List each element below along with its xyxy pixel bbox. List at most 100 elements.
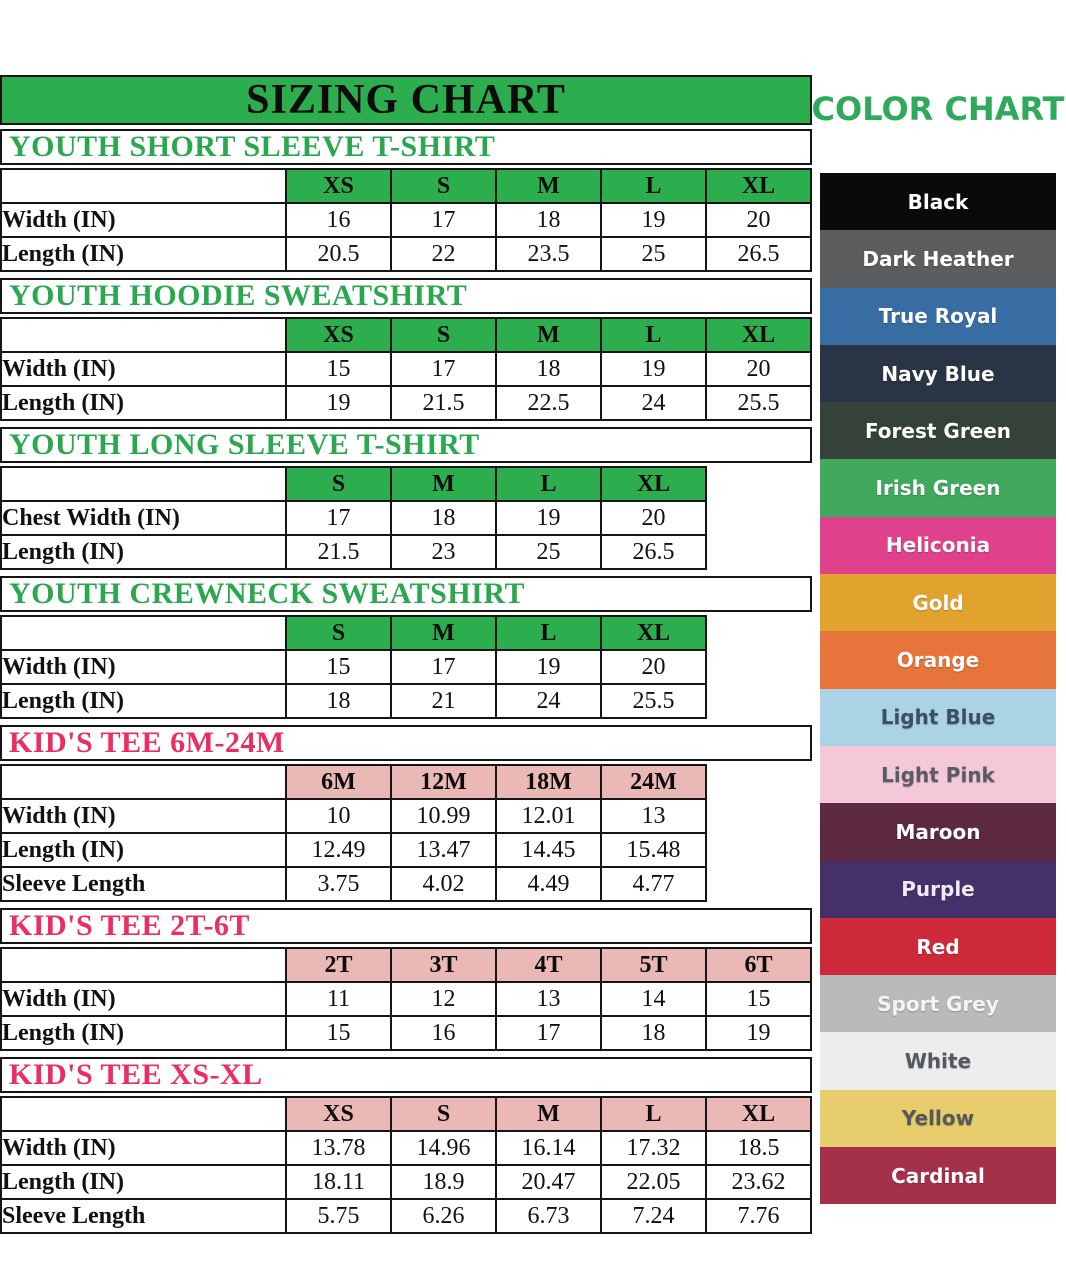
size-header-cell: M (390, 615, 497, 651)
size-header-cell: S (285, 615, 392, 651)
color-chart-title: COLOR CHART (811, 90, 1065, 128)
row-label-cell: Length (IN) (0, 236, 287, 272)
size-value-cell: 12.49 (285, 832, 392, 868)
color-swatch-orange: Orange (820, 631, 1056, 689)
size-header-cell: 12M (390, 764, 497, 800)
sizing-chart: SIZING CHART YOUTH SHORT SLEEVE T-SHIRT X… (0, 75, 812, 1240)
table-row: Width (IN) 10 10.99 12.01 13 (0, 798, 707, 834)
size-value-cell: 15 (285, 649, 392, 685)
size-value-cell: 21.5 (285, 534, 392, 570)
table-row: Sleeve Length 3.75 4.02 4.49 4.77 (0, 866, 707, 902)
row-label-cell: Length (IN) (0, 1164, 287, 1200)
size-value-cell: 4.49 (495, 866, 602, 902)
table-row: Length (IN) 21.5 23 25 26.5 (0, 534, 707, 570)
size-value-cell: 3.75 (285, 866, 392, 902)
size-table: 2T 3T 4T 5T 6T Width (IN) 11 12 13 14 15 Length (IN… (0, 947, 812, 1051)
row-label-cell: Sleeve Length (0, 866, 287, 902)
row-label-cell: Length (IN) (0, 683, 287, 719)
size-value-cell: 19 (600, 202, 707, 238)
size-value-cell: 25 (600, 236, 707, 272)
size-value-cell: 19 (285, 385, 392, 421)
section-heading: KID'S TEE XS-XL (0, 1057, 812, 1093)
size-value-cell: 25.5 (705, 385, 812, 421)
size-value-cell: 12 (390, 981, 497, 1017)
size-value-cell: 14 (600, 981, 707, 1017)
size-value-cell: 13 (495, 981, 602, 1017)
size-value-cell: 24 (600, 385, 707, 421)
size-value-cell: 13.47 (390, 832, 497, 868)
size-value-cell: 22 (390, 236, 497, 272)
size-value-cell: 17 (390, 649, 497, 685)
color-swatch-list: Black Dark Heather True Royal Navy Blue Fore… (820, 173, 1056, 1205)
size-table: 6M 12M 18M 24M Width (IN) 10 10.99 12.01 13 Lengt… (0, 764, 707, 902)
table-row: Sleeve Length 5.75 6.26 6.73 7.24 7.76 (0, 1198, 812, 1234)
row-label-cell: Chest Width (IN) (0, 500, 287, 536)
size-value-cell: 4.02 (390, 866, 497, 902)
size-table-corner-cell (0, 466, 287, 502)
size-header-cell: XL (705, 1096, 812, 1132)
size-value-cell: 18 (390, 500, 497, 536)
row-label-cell: Width (IN) (0, 202, 287, 238)
color-swatch-irish-green: Irish Green (820, 459, 1056, 517)
color-swatch-sport-grey: Sport Grey (820, 975, 1056, 1033)
size-header-cell: S (285, 466, 392, 502)
size-value-cell: 20 (705, 202, 812, 238)
size-header-cell: 18M (495, 764, 602, 800)
section-heading: YOUTH LONG SLEEVE T-SHIRT (0, 427, 812, 463)
size-table-section: YOUTH SHORT SLEEVE T-SHIRT XS S M L XL Width (… (0, 129, 812, 272)
section-heading: KID'S TEE 6M-24M (0, 725, 812, 761)
size-value-cell: 18 (285, 683, 392, 719)
size-value-cell: 16 (390, 1015, 497, 1051)
size-table-corner-cell (0, 1096, 287, 1132)
size-value-cell: 10.99 (390, 798, 497, 834)
color-swatch-red: Red (820, 917, 1056, 976)
row-label-cell: Sleeve Length (0, 1198, 287, 1234)
size-table-section: KID'S TEE XS-XL XS S M L XL Width (IN) 13.78 14.… (0, 1057, 812, 1234)
color-chart: COLOR CHART Black Dark Heather True Royal N… (811, 85, 1065, 1205)
table-row: Length (IN) 18.11 18.9 20.47 22.05 23.62 (0, 1164, 812, 1200)
size-value-cell: 20.47 (495, 1164, 602, 1200)
size-header-cell: M (495, 1096, 602, 1132)
section-heading: YOUTH HOODIE SWEATSHIRT (0, 278, 812, 314)
size-table: S M L XL Chest Width (IN) 17 18 19 20 Length (IN)… (0, 466, 707, 570)
table-row: Chest Width (IN) 17 18 19 20 (0, 500, 707, 536)
color-swatch-black: Black (820, 173, 1056, 231)
size-value-cell: 26.5 (705, 236, 812, 272)
size-table-corner-cell (0, 615, 287, 651)
section-heading: YOUTH SHORT SLEEVE T-SHIRT (0, 129, 812, 165)
size-table-section: KID'S TEE 6M-24M 6M 12M 18M 24M Width (IN) 10 1… (0, 725, 812, 902)
size-value-cell: 22.05 (600, 1164, 707, 1200)
size-header-cell: M (390, 466, 497, 502)
table-row: Width (IN) 16 17 18 19 20 (0, 202, 812, 238)
size-header-cell: S (390, 317, 497, 353)
table-row: Width (IN) 11 12 13 14 15 (0, 981, 812, 1017)
size-value-cell: 19 (495, 649, 602, 685)
size-header-cell: XS (285, 317, 392, 353)
size-table-section: KID'S TEE 2T-6T 2T 3T 4T 5T 6T Width (IN) 11 12 1… (0, 908, 812, 1051)
size-value-cell: 25.5 (600, 683, 707, 719)
size-value-cell: 18 (495, 202, 602, 238)
size-header-cell: S (390, 168, 497, 204)
size-value-cell: 18.11 (285, 1164, 392, 1200)
color-swatch-white: White (820, 1032, 1056, 1090)
row-label-cell: Width (IN) (0, 1130, 287, 1166)
row-label-cell: Length (IN) (0, 1015, 287, 1051)
size-header-cell: 5T (600, 947, 707, 983)
size-header-cell: 6T (705, 947, 812, 983)
size-value-cell: 7.24 (600, 1198, 707, 1234)
table-row: Length (IN) 12.49 13.47 14.45 15.48 (0, 832, 707, 868)
size-value-cell: 23 (390, 534, 497, 570)
size-header-cell: L (600, 317, 707, 353)
size-header-cell: XL (705, 168, 812, 204)
row-label-cell: Width (IN) (0, 798, 287, 834)
size-header-cell: L (495, 615, 602, 651)
size-header-cell: L (600, 1096, 707, 1132)
table-row: Width (IN) 13.78 14.96 16.14 17.32 18.5 (0, 1130, 812, 1166)
size-value-cell: 19 (495, 500, 602, 536)
size-value-cell: 25 (495, 534, 602, 570)
size-value-cell: 17 (390, 202, 497, 238)
size-value-cell: 19 (600, 351, 707, 387)
size-value-cell: 11 (285, 981, 392, 1017)
size-header-cell: XS (285, 168, 392, 204)
size-header-cell: L (495, 466, 602, 502)
